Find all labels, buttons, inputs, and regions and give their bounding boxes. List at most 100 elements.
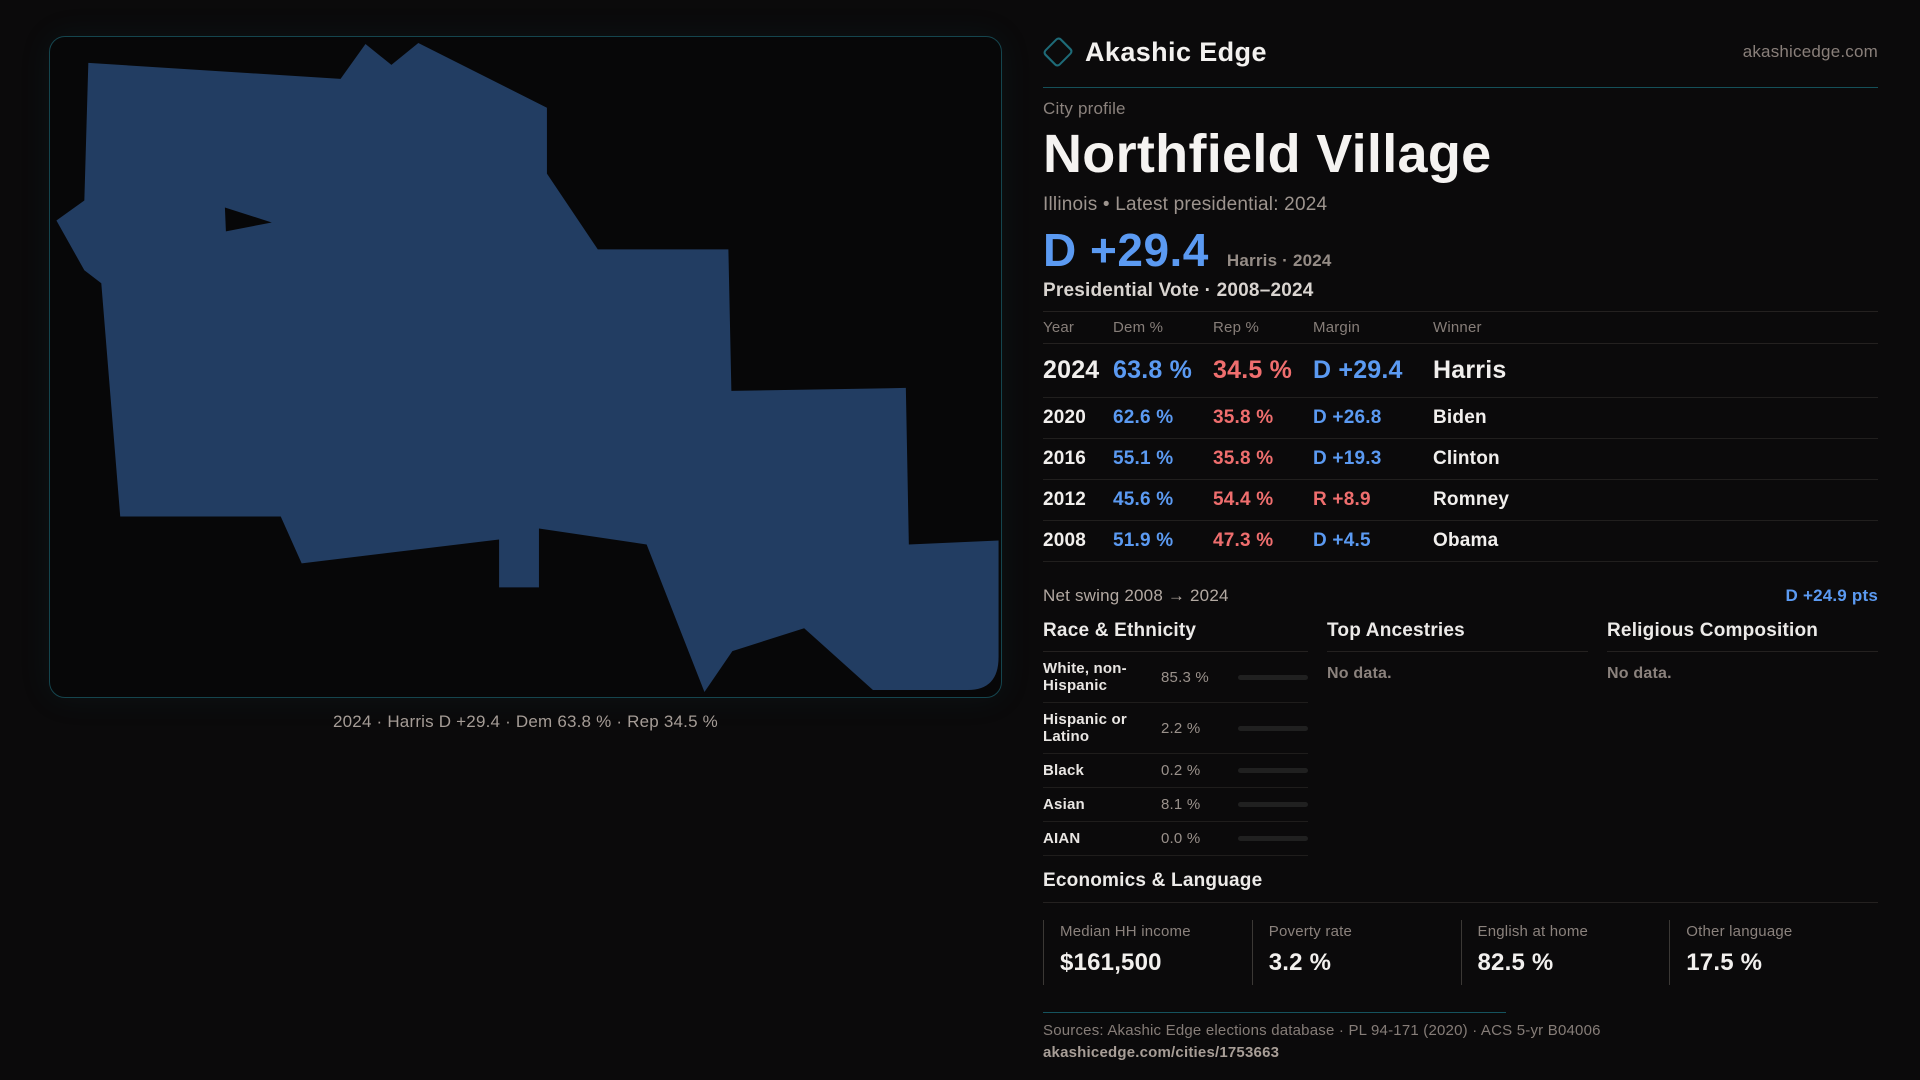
row-winner: Obama	[1433, 530, 1499, 551]
stat-value: $161,500	[1060, 949, 1162, 976]
religion-title: Religious Composition	[1607, 620, 1878, 652]
vote-table-row: 2024 63.8 % 34.5 % D +29.4 Harris	[1043, 344, 1878, 398]
row-rep: 47.3 %	[1213, 530, 1274, 551]
race-label: AIAN	[1043, 830, 1081, 847]
headline-margin: D +29.4	[1043, 224, 1209, 276]
row-margin: D +4.5	[1313, 530, 1371, 551]
stat-card-english: English at home 82.5 %	[1460, 920, 1670, 985]
race-row: Asian 8.1 %	[1043, 788, 1308, 822]
vote-table-title: Presidential Vote · 2008–2024	[1043, 280, 1314, 301]
vote-table-row: 2012 45.6 % 54.4 % R +8.9 Romney	[1043, 480, 1878, 521]
row-dem: 62.6 %	[1113, 407, 1174, 428]
stat-value: 3.2 %	[1268, 949, 1332, 976]
brand[interactable]: Akashic Edge	[1041, 35, 1267, 69]
col-year: Year	[1043, 319, 1075, 336]
row-year: 2016	[1043, 448, 1087, 469]
page-title: Northfield Village	[1043, 124, 1492, 184]
economics-title: Economics & Language	[1043, 870, 1878, 903]
footer-divider	[1043, 1012, 1506, 1013]
race-value: 0.0 %	[1161, 830, 1201, 847]
row-dem: 45.6 %	[1113, 489, 1174, 510]
economics-cards: Median HH income $161,500 Poverty rate 3…	[1043, 920, 1878, 985]
col-margin: Margin	[1313, 319, 1361, 336]
vote-table-row: 2008 51.9 % 47.3 % D +4.5 Obama	[1043, 521, 1878, 562]
city-boundary-map	[49, 36, 1002, 698]
race-bar-track	[1238, 768, 1308, 773]
row-margin: D +26.8	[1313, 407, 1382, 428]
stat-label: Median HH income	[1060, 923, 1191, 940]
stat-value: 17.5 %	[1686, 949, 1763, 976]
col-rep: Rep %	[1213, 319, 1260, 336]
race-ethnicity-section: Race & Ethnicity White, non-Hispanic 85.…	[1043, 620, 1308, 856]
vote-table-body: 2024 63.8 % 34.5 % D +29.4 Harris 2020 6…	[1043, 344, 1878, 562]
col-dem: Dem %	[1113, 319, 1164, 336]
race-row: White, non-Hispanic 85.3 %	[1043, 652, 1308, 703]
vote-table-header: Year Dem % Rep % Margin Winner	[1043, 311, 1878, 344]
row-rep: 35.8 %	[1213, 407, 1274, 428]
stat-label: English at home	[1477, 923, 1589, 940]
net-swing-value: D +24.9 pts	[1785, 586, 1878, 605]
race-label: Hispanic or Latino	[1043, 711, 1127, 745]
row-year: 2020	[1043, 407, 1087, 428]
vote-table-row: 2016 55.1 % 35.8 % D +19.3 Clinton	[1043, 439, 1878, 480]
col-winner: Winner	[1433, 319, 1482, 336]
ancestries-section: Top Ancestries No data.	[1327, 620, 1588, 856]
row-winner: Biden	[1433, 407, 1487, 428]
headline-margin-row: D +29.4 Harris · 2024	[1043, 223, 1878, 277]
sources-line: Sources: Akashic Edge elections database…	[1043, 1022, 1601, 1039]
header-divider	[1043, 87, 1878, 88]
race-bar-track	[1238, 725, 1308, 731]
vote-table: Year Dem % Rep % Margin Winner 2024 63.8…	[1043, 311, 1878, 562]
row-year: 2008	[1043, 530, 1087, 551]
map-notch	[224, 207, 272, 232]
race-value: 8.1 %	[1161, 796, 1201, 813]
city-boundary-polygon	[56, 42, 999, 693]
religion-section: Religious Composition No data.	[1607, 620, 1878, 856]
race-bar-track	[1238, 836, 1308, 841]
header: Akashic Edge akashicedge.com	[1041, 30, 1878, 74]
race-value: 0.2 %	[1161, 762, 1201, 779]
row-rep: 35.8 %	[1213, 448, 1274, 469]
race-rows: White, non-Hispanic 85.3 % Hispanic or L…	[1043, 652, 1308, 856]
row-winner: Romney	[1433, 489, 1510, 510]
site-domain-link[interactable]: akashicedge.com	[1742, 42, 1878, 61]
kicker: City profile	[1043, 99, 1126, 118]
stat-card-poverty: Poverty rate 3.2 %	[1251, 920, 1461, 985]
row-winner: Clinton	[1433, 448, 1500, 469]
subtitle: Illinois • Latest presidential: 2024	[1043, 194, 1328, 215]
row-dem: 51.9 %	[1113, 530, 1174, 551]
row-dem: 55.1 %	[1113, 448, 1174, 469]
stat-label: Other language	[1686, 923, 1793, 940]
race-section-title: Race & Ethnicity	[1043, 620, 1308, 652]
row-margin: D +19.3	[1313, 448, 1382, 469]
map-canvas	[56, 42, 999, 693]
race-value: 2.2 %	[1161, 719, 1201, 737]
race-bar-track	[1238, 802, 1308, 807]
row-rep: 34.5 %	[1213, 356, 1293, 384]
net-swing-label: Net swing 2008 → 2024	[1043, 586, 1229, 605]
row-year: 2024	[1043, 356, 1100, 384]
vote-table-row: 2020 62.6 % 35.8 % D +26.8 Biden	[1043, 398, 1878, 439]
stat-label: Poverty rate	[1268, 923, 1353, 940]
city-profile-panel: Akashic Edge akashicedge.com City profil…	[1041, 30, 1878, 1062]
headline-note: Harris · 2024	[1226, 251, 1332, 270]
race-label: Black	[1043, 762, 1085, 779]
net-swing-row: Net swing 2008 → 2024 D +24.9 pts	[1043, 586, 1878, 606]
stat-card-other-language: Other language 17.5 %	[1669, 920, 1878, 985]
row-dem: 63.8 %	[1113, 356, 1193, 384]
race-row: AIAN 0.0 %	[1043, 822, 1308, 856]
demographics-columns: Race & Ethnicity White, non-Hispanic 85.…	[1043, 620, 1878, 856]
race-row: Hispanic or Latino 2.2 %	[1043, 703, 1308, 754]
diamond-icon	[1041, 35, 1075, 69]
brand-name: Akashic Edge	[1085, 36, 1267, 67]
race-label: White, non-Hispanic	[1043, 660, 1127, 694]
religion-empty: No data.	[1607, 665, 1672, 682]
row-margin: D +29.4	[1313, 356, 1403, 384]
row-year: 2012	[1043, 489, 1087, 510]
stat-value: 82.5 %	[1477, 949, 1554, 976]
row-winner: Harris	[1433, 356, 1507, 384]
ancestries-empty: No data.	[1327, 665, 1392, 682]
row-rep: 54.4 %	[1213, 489, 1274, 510]
permalink[interactable]: akashicedge.com/cities/1753663	[1043, 1044, 1280, 1061]
